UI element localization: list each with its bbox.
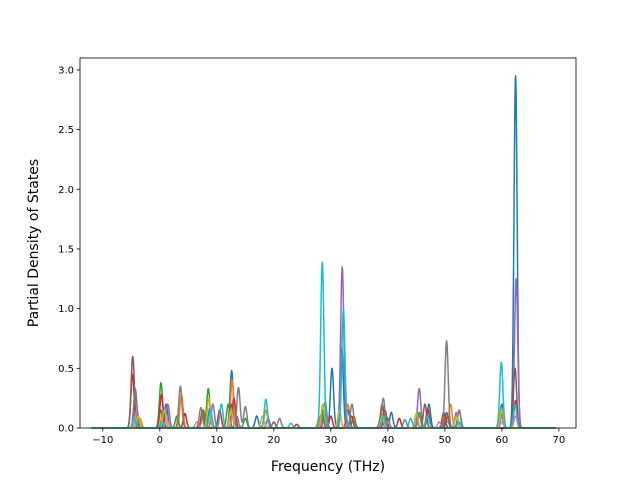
y-tick-label: 2.0 bbox=[58, 185, 74, 196]
y-tick-label: 1.5 bbox=[58, 244, 74, 255]
x-tick-label: 70 bbox=[553, 435, 566, 446]
x-axis-ticks: −10 0 10 20 30 40 50 60 70 bbox=[92, 428, 565, 446]
x-axis-label: Frequency (THz) bbox=[271, 459, 385, 475]
y-tick-label: 1.0 bbox=[58, 304, 74, 315]
y-axis-ticks: 0.0 0.5 1.0 1.5 2.0 2.5 3.0 bbox=[58, 65, 80, 435]
x-tick-label: 20 bbox=[267, 435, 280, 446]
x-tick-label: 40 bbox=[381, 435, 394, 446]
y-tick-label: 3.0 bbox=[58, 65, 74, 76]
x-tick-label: 60 bbox=[496, 435, 509, 446]
x-tick-label: 10 bbox=[210, 435, 223, 446]
x-tick-label: 0 bbox=[157, 435, 163, 446]
axes-frame bbox=[79, 57, 577, 429]
y-tick-label: 0.0 bbox=[58, 424, 74, 435]
x-tick-label: −10 bbox=[92, 435, 113, 446]
y-tick-label: 2.5 bbox=[58, 125, 74, 136]
y-axis-label: Partial Density of States bbox=[26, 159, 42, 327]
x-tick-label: 30 bbox=[324, 435, 337, 446]
x-tick-label: 50 bbox=[439, 435, 452, 446]
y-tick-label: 0.5 bbox=[58, 364, 74, 375]
